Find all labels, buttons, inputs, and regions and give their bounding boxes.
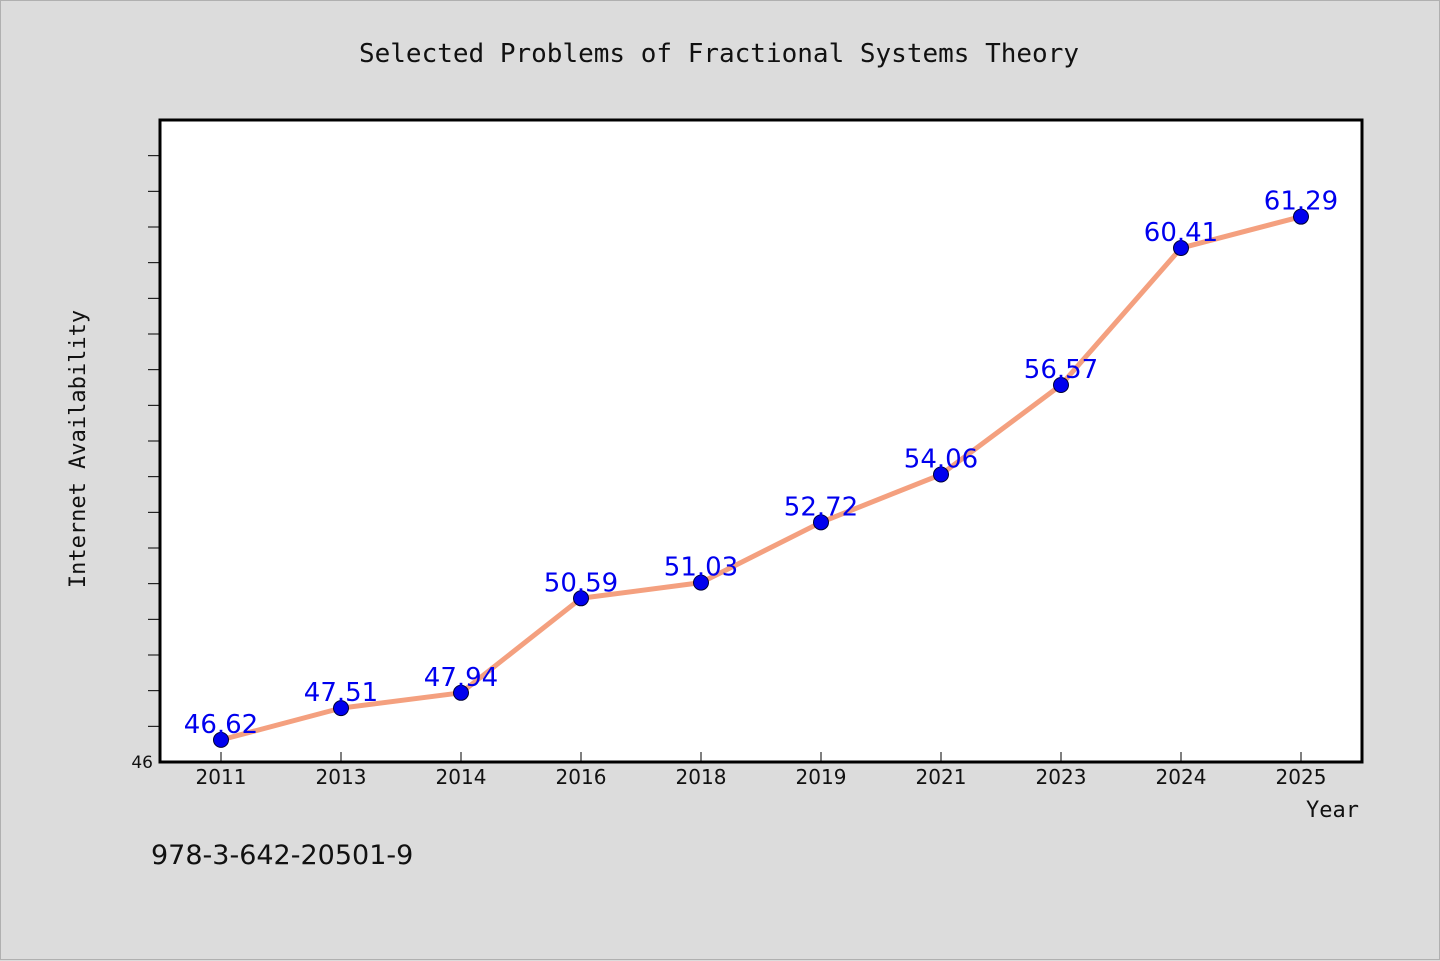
data-point: [333, 700, 349, 717]
x-tick-label: 2011: [196, 765, 247, 789]
y-axis-label: Internet Availability: [66, 310, 91, 588]
data-label: 47.94: [424, 663, 498, 693]
x-tick-label: 2014: [436, 765, 487, 789]
data-label: 60.41: [1144, 218, 1218, 248]
x-tick-label: 2023: [1036, 765, 1087, 789]
x-axis-tick-labels: 2011 2013 2014 2016 2018 2019 2021 2023 2024 2025: [196, 765, 1327, 789]
y-tick-label: 46: [131, 753, 153, 773]
x-tick-label: 2025: [1276, 765, 1327, 789]
data-label: 54.06: [904, 445, 978, 475]
data-label: 51.03: [664, 553, 738, 583]
x-tick-label: 2019: [796, 765, 847, 789]
data-point: [213, 731, 229, 748]
data-point: [1293, 208, 1309, 225]
x-tick-label: 2018: [676, 765, 727, 789]
x-tick-label: 2016: [556, 765, 607, 789]
data-point: [693, 574, 709, 591]
series-line: [218, 214, 1304, 743]
data-label: 56.57: [1024, 355, 1098, 385]
x-tick-label: 2013: [316, 765, 367, 789]
x-axis-label: Year: [1306, 798, 1359, 823]
data-label: 47.51: [304, 678, 378, 708]
data-point: [573, 590, 589, 607]
data-point: [1053, 377, 1069, 394]
plot-area: [158, 118, 1364, 764]
data-point: [1173, 240, 1189, 257]
data-point: [453, 684, 469, 701]
data-labels: 46.62 47.51 47.94 50.59 51.03 52.72 54.06 56.57…: [184, 187, 1338, 740]
x-tick-label: 2021: [916, 765, 967, 789]
chart-title: Selected Problems of Fractional Systems …: [359, 39, 1079, 69]
data-points: [213, 208, 1309, 748]
data-label: 52.72: [784, 492, 858, 522]
data-label: 50.59: [544, 568, 618, 598]
data-point: [933, 466, 949, 483]
x-tick-label: 2024: [1156, 765, 1207, 789]
x-axis-ticks: [220, 752, 1302, 762]
data-label: 46.62: [184, 710, 258, 740]
data-point: [813, 514, 829, 531]
isbn-text: 978-3-642-20501-9: [151, 840, 413, 871]
y-axis-ticks: [148, 155, 160, 727]
data-label: 61.29: [1264, 187, 1338, 217]
